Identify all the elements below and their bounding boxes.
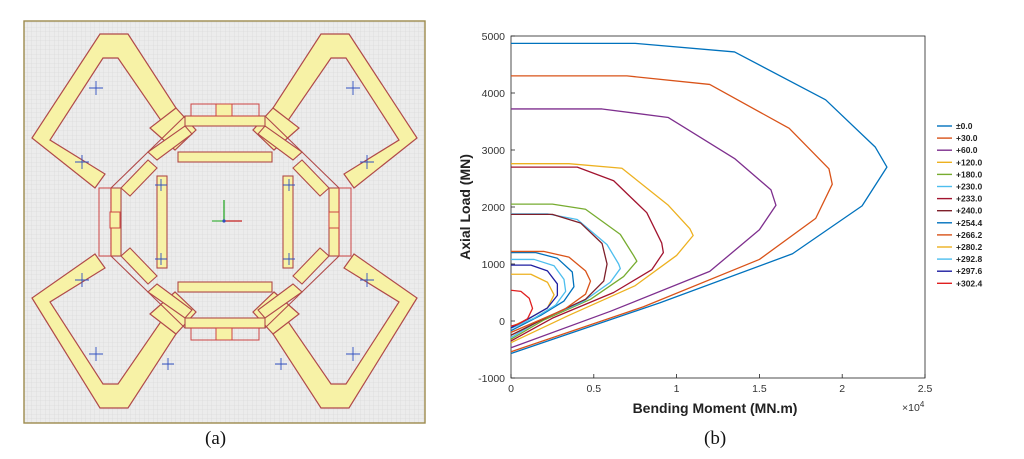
section-markers bbox=[75, 81, 374, 370]
x-axis-label: Bending Moment (MN.m) bbox=[633, 400, 798, 416]
marker-cross bbox=[155, 179, 167, 191]
inner-top bbox=[177, 151, 273, 163]
legend-entry: +297.6 bbox=[956, 266, 983, 276]
series-line bbox=[510, 258, 567, 330]
marker-cross bbox=[162, 358, 174, 370]
series-line bbox=[510, 251, 575, 332]
inner-diag-bl bbox=[147, 283, 193, 319]
core-box-bottom bbox=[215, 327, 233, 341]
corner-tr bbox=[292, 159, 330, 197]
legend: ±0.0 +30.0 +60.0 +120.0 +180.0 +230.0 +233.0 +2… bbox=[937, 121, 983, 288]
series-line bbox=[510, 250, 592, 333]
legend-entry: +230.0 bbox=[956, 182, 983, 192]
series-line bbox=[510, 289, 534, 327]
marker-cross bbox=[360, 155, 374, 169]
legend-entry: +280.2 bbox=[956, 242, 983, 252]
series-line bbox=[510, 42, 888, 355]
legend-entry: +180.0 bbox=[956, 169, 983, 179]
core-box-right bbox=[328, 211, 340, 229]
x-multiplier-exp: 4 bbox=[920, 400, 925, 409]
marker-cross bbox=[155, 253, 167, 265]
x-multiplier: ×104 bbox=[902, 400, 925, 414]
legend-entry: +60.0 bbox=[956, 145, 978, 155]
corner-bl bbox=[120, 247, 158, 285]
marker-cross bbox=[275, 358, 287, 370]
legend-entry: +240.0 bbox=[956, 206, 983, 216]
member-tr-arm-1 bbox=[272, 33, 418, 189]
marker-cross bbox=[360, 273, 374, 287]
series-line bbox=[510, 203, 638, 340]
inner-right bbox=[282, 175, 294, 269]
inner-diag-tr bbox=[257, 125, 303, 161]
origin-axes bbox=[212, 200, 242, 223]
legend-entry: +30.0 bbox=[956, 133, 978, 143]
y-axis-label: Axial Load (MN) bbox=[457, 154, 473, 260]
x-tick-label: 2 bbox=[839, 383, 845, 395]
marker-cross bbox=[89, 81, 103, 95]
legend-entry: +254.4 bbox=[956, 218, 983, 228]
marker-cross bbox=[89, 347, 103, 361]
y-tick-label: 3000 bbox=[482, 145, 506, 157]
y-tick-label: -1000 bbox=[478, 373, 505, 385]
marker-cross bbox=[346, 347, 360, 361]
series-line bbox=[510, 75, 833, 353]
series-line bbox=[510, 163, 694, 344]
plot-area bbox=[510, 35, 926, 379]
caption-a: (a) bbox=[205, 428, 227, 449]
marker-cross bbox=[283, 179, 295, 191]
legend-entry: +233.0 bbox=[956, 194, 983, 204]
y-tick-label: 2000 bbox=[482, 202, 506, 214]
y-tick-label: 1000 bbox=[482, 259, 506, 271]
plan-border bbox=[23, 20, 426, 424]
inner-bottom bbox=[177, 281, 273, 293]
legend-entry: +120.0 bbox=[956, 157, 983, 167]
y-tick-label: 0 bbox=[499, 316, 505, 328]
marker-cross bbox=[75, 273, 89, 287]
member-bl-arm-1 bbox=[31, 253, 177, 409]
legend-entry: +266.2 bbox=[956, 230, 983, 240]
marker-cross bbox=[75, 155, 89, 169]
plan-drawing-figure bbox=[23, 20, 426, 424]
corner-tl bbox=[120, 159, 158, 197]
x-tick-label: 0.5 bbox=[586, 383, 601, 395]
member-tl-arm-1 bbox=[31, 33, 177, 189]
marker-cross bbox=[283, 253, 295, 265]
series-lines bbox=[510, 42, 888, 355]
legend-entry: ±0.0 bbox=[956, 121, 973, 131]
y-tick-label: 4000 bbox=[482, 88, 506, 100]
series-line bbox=[510, 108, 777, 349]
corner-br bbox=[292, 247, 330, 285]
series-line bbox=[510, 166, 665, 342]
caption-b: (b) bbox=[704, 428, 727, 449]
x-tick-label: 1.5 bbox=[752, 383, 767, 395]
inner-diag-br bbox=[257, 283, 303, 319]
legend-entry: +302.4 bbox=[956, 278, 983, 288]
member-br-arm-1 bbox=[272, 253, 418, 409]
legend-entry: +292.8 bbox=[956, 254, 983, 264]
x-tick-label: 2.5 bbox=[918, 383, 933, 395]
x-tick-label: 1 bbox=[674, 383, 680, 395]
connector-boxes bbox=[98, 103, 352, 341]
core-box-top bbox=[215, 103, 233, 117]
inner-diag-tl bbox=[147, 125, 193, 161]
y-tick-label: 5000 bbox=[482, 31, 506, 43]
series-line bbox=[510, 264, 559, 329]
x-multiplier-base: ×10 bbox=[902, 402, 920, 414]
core-box-left bbox=[109, 211, 121, 229]
x-tick-label: 0 bbox=[508, 383, 514, 395]
inner-left bbox=[156, 175, 168, 269]
marker-cross bbox=[346, 81, 360, 95]
